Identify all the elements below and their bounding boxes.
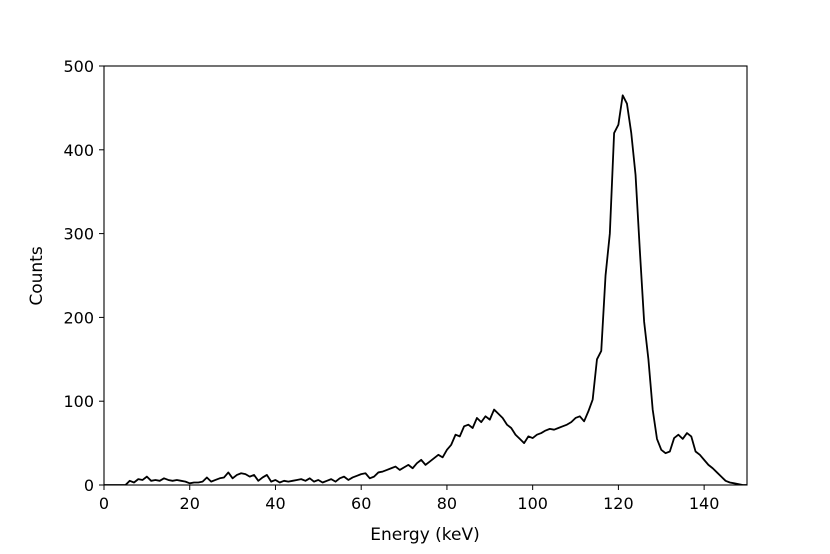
plot-area bbox=[103, 65, 748, 486]
y-tick-label: 500 bbox=[63, 57, 94, 76]
x-tick-label: 80 bbox=[437, 494, 457, 513]
x-tick-label: 100 bbox=[517, 494, 548, 513]
x-tick-label: 60 bbox=[351, 494, 371, 513]
y-tick-label: 100 bbox=[63, 392, 94, 411]
series-line bbox=[104, 94, 747, 485]
y-tick-label: 300 bbox=[63, 225, 94, 244]
x-axis: 0 20 40 60 80 100 120 140 bbox=[99, 485, 720, 513]
y-tick-label: 200 bbox=[63, 308, 94, 327]
y-axis: 0 100 200 300 400 500 bbox=[63, 57, 104, 495]
y-tick-label: 400 bbox=[63, 141, 94, 160]
x-tick-label: 140 bbox=[689, 494, 720, 513]
x-tick-label: 120 bbox=[603, 494, 634, 513]
y-axis-label: Counts bbox=[27, 246, 47, 305]
plot-frame bbox=[103, 65, 748, 486]
x-tick-label: 20 bbox=[180, 494, 200, 513]
x-axis-label: Energy (keV) bbox=[370, 525, 480, 545]
x-tick-label: 40 bbox=[265, 494, 285, 513]
y-tick-label: 0 bbox=[84, 476, 94, 495]
x-tick-label: 0 bbox=[99, 494, 109, 513]
